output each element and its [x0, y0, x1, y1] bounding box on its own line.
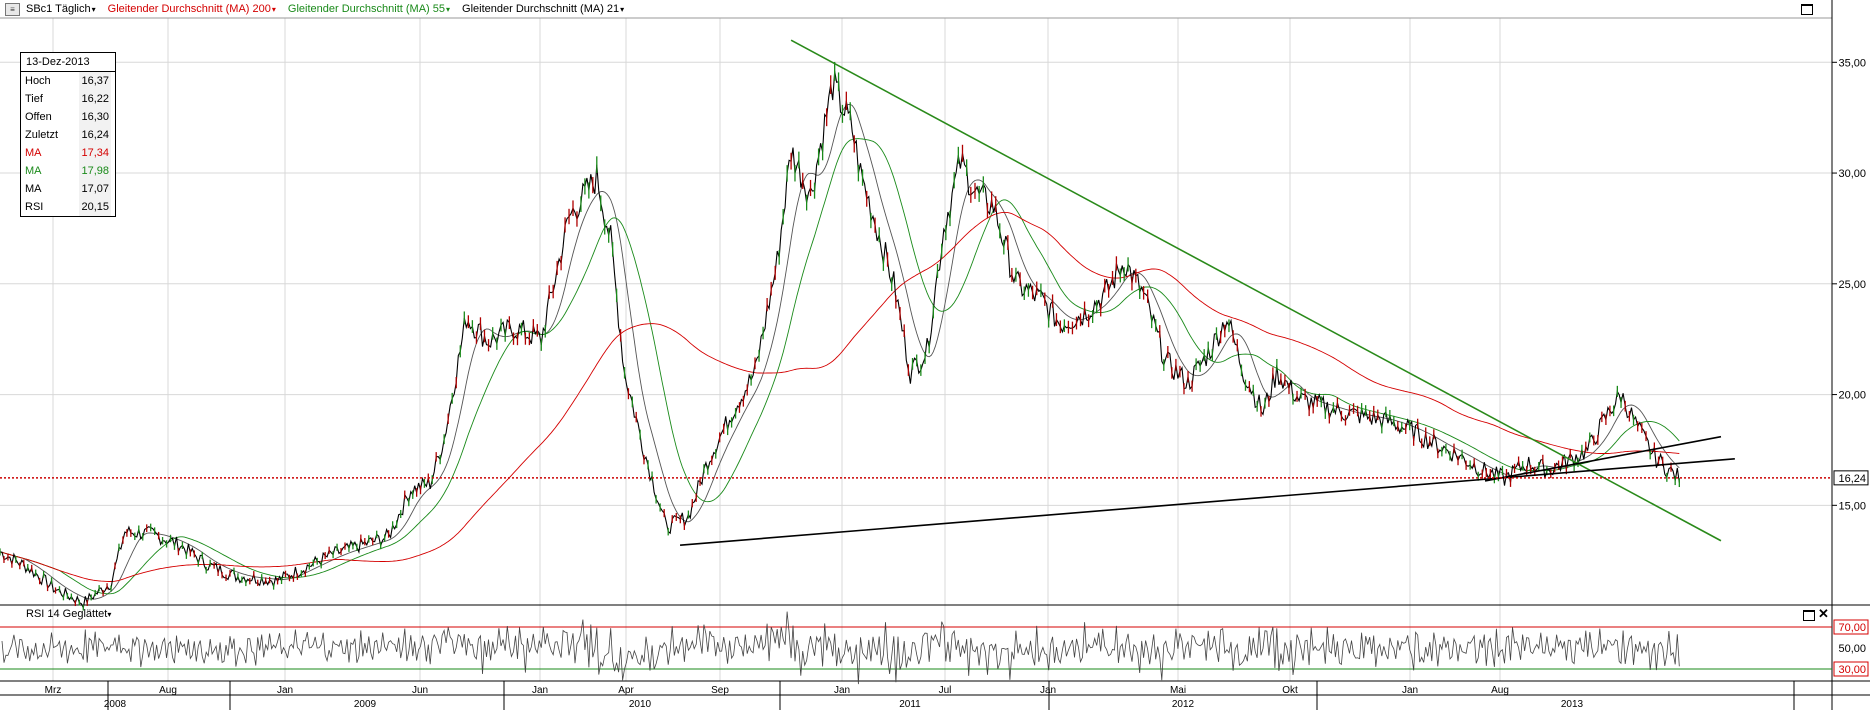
month-label: Mai: [1170, 685, 1186, 696]
ma21-dropdown[interactable]: Gleitender Durchschnitt (MA) 21▾: [462, 3, 625, 15]
info-row-open: Offen 16,30: [21, 108, 115, 126]
y-tick-label: 25,00: [1838, 279, 1866, 291]
year-label: 2012: [1172, 699, 1195, 710]
month-label: Mrz: [45, 685, 62, 696]
ma21-line: [0, 103, 1680, 600]
y-tick-label: 30,00: [1838, 168, 1866, 180]
info-row-ma200: MA 17,34: [21, 144, 115, 162]
trendline: [790, 39, 1722, 542]
year-label: 2010: [629, 699, 652, 710]
info-row-rsi: RSI 20,15: [21, 198, 115, 216]
rsi-series: [0, 611, 1832, 685]
rsi-maximize-icon[interactable]: [1803, 610, 1815, 621]
info-row-high: Hoch 16,37: [21, 72, 115, 90]
info-row-low: Tief 16,22: [21, 90, 115, 108]
y-tick-label: 20,00: [1838, 390, 1866, 402]
month-label: Aug: [159, 685, 177, 696]
rsi-level-box: [1833, 661, 1869, 677]
ma55-dropdown[interactable]: Gleitender Durchschnitt (MA) 55▾: [287, 3, 451, 15]
year-label: 2008: [104, 699, 127, 710]
info-row-ma21: MA 17,07: [21, 180, 115, 198]
year-label: 2011: [899, 699, 921, 710]
rsi-level-label: 50,00: [1838, 643, 1866, 655]
rsi-close-icon[interactable]: ✕: [1818, 606, 1829, 621]
data-window: 13-Dez-2013 Hoch 16,37 Tief 16,22 Offen 16,…: [20, 52, 116, 217]
ma55-line: [0, 138, 1680, 595]
month-label: Jul: [939, 685, 952, 696]
year-label: 2013: [1561, 699, 1584, 710]
moving-average-lines: [0, 103, 1680, 600]
symbol-dropdown[interactable]: SBc1 Täglich▾: [26, 3, 96, 15]
month-label: Okt: [1282, 685, 1298, 696]
maximize-icon[interactable]: [1801, 4, 1813, 15]
info-date: 13-Dez-2013: [21, 53, 115, 72]
price-line: [0, 71, 1680, 610]
year-label: 2009: [354, 699, 377, 710]
month-label: Apr: [618, 685, 634, 696]
trendline: [1484, 435, 1722, 482]
ma200-dropdown[interactable]: Gleitender Durchschnitt (MA) 200▾: [107, 3, 276, 15]
info-row-ma55: MA 17,98: [21, 162, 115, 180]
month-label: Jun: [412, 685, 428, 696]
month-label: Sep: [711, 685, 729, 696]
month-label: Jan: [277, 685, 293, 696]
month-label: Jan: [1040, 685, 1056, 696]
ma200-line: [0, 211, 1680, 582]
trendlines: [0, 39, 1832, 546]
rsi-level-label: 70,00: [1838, 622, 1866, 634]
info-row-last: Zuletzt 16,24: [21, 126, 115, 144]
month-label: Jan: [834, 685, 850, 696]
last-price-box: [1833, 470, 1869, 486]
rsi-panel-title[interactable]: RSI 14 Geglättet▾: [26, 608, 112, 620]
last-price-label: 16,24: [1838, 473, 1866, 485]
rsi-line: [1, 611, 1680, 685]
y-tick-label: 15,00: [1838, 500, 1866, 512]
month-label: Aug: [1491, 685, 1509, 696]
rsi-level-label: 30,00: [1838, 664, 1866, 676]
axis-labels: 35,00 30,00 25,00 20,00 15,00 Mrz Aug Jan Jun Jan…: [45, 57, 1869, 710]
chart-toolbar: SBc1 Täglich▾ Gleitender Durchschnitt (M…: [0, 0, 1856, 18]
month-label: Jan: [1402, 685, 1418, 696]
price-series: [0, 61, 1680, 611]
month-label: Jan: [532, 685, 548, 696]
trendline: [679, 458, 1735, 546]
symbol-icon[interactable]: ≡: [5, 3, 20, 16]
y-tick-label: 35,00: [1838, 57, 1866, 69]
rsi-level-box: [1833, 619, 1869, 635]
